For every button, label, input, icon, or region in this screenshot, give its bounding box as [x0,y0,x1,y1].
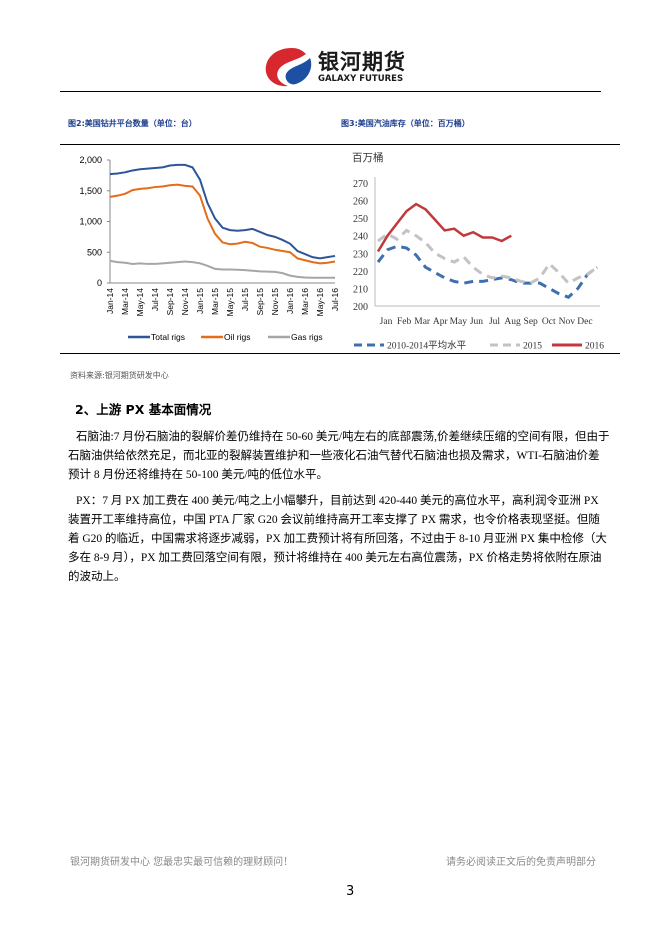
paragraph-px: PX：7 月 PX 加工费在 400 美元/吨之上小幅攀升，目前达到 420-4… [68,495,607,583]
series-line-total-rigs [109,163,336,260]
legend-label: 2010-2014平均水平 [387,340,467,352]
x-tick-label: Nov-14 [180,288,190,316]
series-line-2015 [377,228,598,286]
x-tick-label: Jan-14 [105,288,115,314]
x-tick-label: Mar-16 [300,288,310,315]
x-tick-label: May-15 [225,288,235,317]
x-tick-label: Jul-15 [240,288,250,311]
figure2-caption: 图2:美国钻井平台数量（单位：台） [68,119,197,128]
x-tick-label: Oct [542,317,556,327]
footer-disclaimer: 请务必阅读正文后的免责声明部分 [446,857,596,868]
header-divider [60,91,601,92]
x-tick-label: Mar-14 [120,288,130,315]
x-tick-label: Jul-14 [150,288,160,311]
legend-label: Oil rigs [224,332,250,342]
series-line-oil-rigs [109,183,336,265]
legend-label: 2015 [523,342,542,352]
x-tick-label: Jan-15 [195,288,205,314]
y-tick-label: 1,500 [79,186,102,196]
y-tick-label: 200 [353,302,368,313]
y-tick-label: 0 [97,278,102,288]
legend-label: Gas rigs [291,332,323,342]
rig-count-chart: 0 500 1,000 1,500 2,000 Jan-14 Mar-14 May-14 Jul… [79,155,340,342]
figure3-caption: 图3:美国汽油库存（单位：百万桶） [341,119,470,128]
x-tick-label: Dec [577,317,592,327]
x-tick-label: May-14 [135,288,145,317]
y-tick-label: 270 [353,179,368,190]
galaxy-logo-icon [265,48,312,87]
series-line-gas-rigs [109,259,335,279]
y-tick-label: 210 [353,284,368,295]
x-tick-label: Nov [559,317,576,327]
x-tick-label: Mar [414,317,431,327]
x-tick-label: Nov-15 [270,288,280,316]
x-tick-label: May-16 [315,288,325,317]
paragraph-naphtha: 石脑油:7 月份石脑油的裂解价差仍维持在 50-60 美元/吨左右的底部震荡,价… [68,431,610,481]
legend-label: Total rigs [151,332,185,342]
x-tick-label: Jul-16 [330,288,340,311]
y-axis-unit: 百万桶 [352,151,384,164]
series-line-2010-2014平均水平 [376,244,598,299]
figure-top-rule [60,144,620,145]
figure-bottom-rule [60,353,620,354]
x-tick-label: Apr [433,317,449,327]
x-tick-label: May [450,317,468,327]
page-number: 3 [346,884,355,899]
series-line-2016 [376,202,512,253]
x-tick-label: Jan-16 [285,288,295,314]
y-tick-label: 1,000 [79,217,102,227]
figure-source: 资料来源:银河期货研发中心 [70,371,169,380]
y-tick-label: 500 [87,247,102,257]
x-tick-label: Jun [470,317,483,327]
x-tick-label: Sep [524,317,539,327]
y-tick-label: 260 [353,197,368,208]
y-tick-label: 220 [353,267,368,278]
legend-label: 2016 [585,342,604,352]
brand-name-cn: 银河期货 [318,50,406,74]
x-tick-label: Jan [380,317,393,327]
section-heading: 2、上游 PX 基本面情况 [75,402,212,417]
footer-slogan: 银河期货研发中心 您最忠实最可信赖的理财顾问！ [70,857,294,868]
x-tick-label: Mar-15 [210,288,220,315]
y-tick-label: 230 [353,249,368,260]
x-tick-label: Sep-15 [255,288,265,316]
x-tick-label: Aug [504,317,521,327]
brand-name-en: GALAXY FUTURES [318,74,404,84]
y-tick-label: 250 [353,214,368,225]
x-tick-label: Sep-14 [165,288,175,316]
x-tick-label: Feb [397,317,412,327]
gasoline-inventory-chart: 百万桶 200 210 220 230 240 250 260 270 Jan Feb Mar Apr M… [352,151,604,352]
y-tick-label: 2,000 [79,155,102,165]
x-tick-label: Jul [489,317,500,327]
y-tick-label: 240 [353,232,368,243]
